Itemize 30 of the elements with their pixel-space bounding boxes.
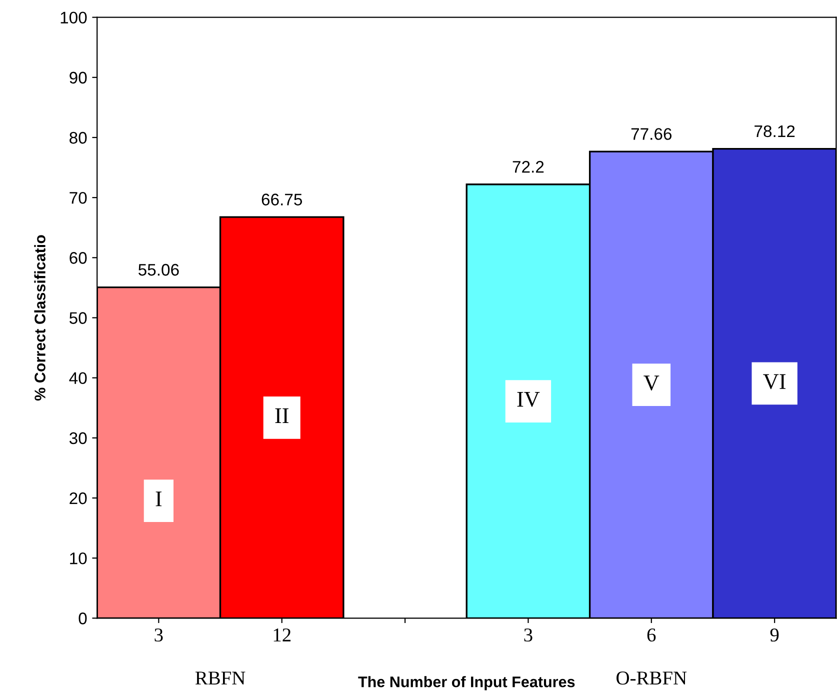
x-tick-label: 3 [154,628,163,642]
y-tick-label: 70 [70,192,87,204]
data-label: 78.12 [754,125,795,138]
y-tick-label: 80 [70,132,87,144]
y-tick-label: 20 [70,492,87,504]
x-tick-label: 9 [770,628,779,642]
x-tick-label: 6 [647,628,656,642]
data-label: 66.75 [262,194,302,206]
text: RBFN [195,672,246,684]
annotation: V [644,376,660,391]
y-tick-label: 0 [78,612,87,624]
annotation: IV [517,392,540,407]
y-tick-label: 40 [69,372,87,384]
annotation: II [275,408,288,423]
y-tick-label: 50 [70,312,87,324]
x-tick-label: 3 [524,628,532,642]
y-tick-label: 30 [69,432,87,444]
y-axis-title: % Correct Classificatio [34,235,46,401]
y-tick-label: 100 [60,12,87,24]
data-label: 55.06 [138,264,179,276]
data-label: 72.2 [512,160,544,173]
annotation: I [156,492,162,506]
annotation: VI [763,374,786,390]
x-axis-title: The Number of Input Features [358,676,575,690]
y-tick-label: 60 [70,252,87,264]
text: O-RBFN [616,672,687,685]
x-tick-label: 12 [274,628,291,642]
y-tick-label: 90 [70,72,87,84]
data-label: 77.66 [631,128,672,140]
y-tick-label: 10 [70,552,87,564]
